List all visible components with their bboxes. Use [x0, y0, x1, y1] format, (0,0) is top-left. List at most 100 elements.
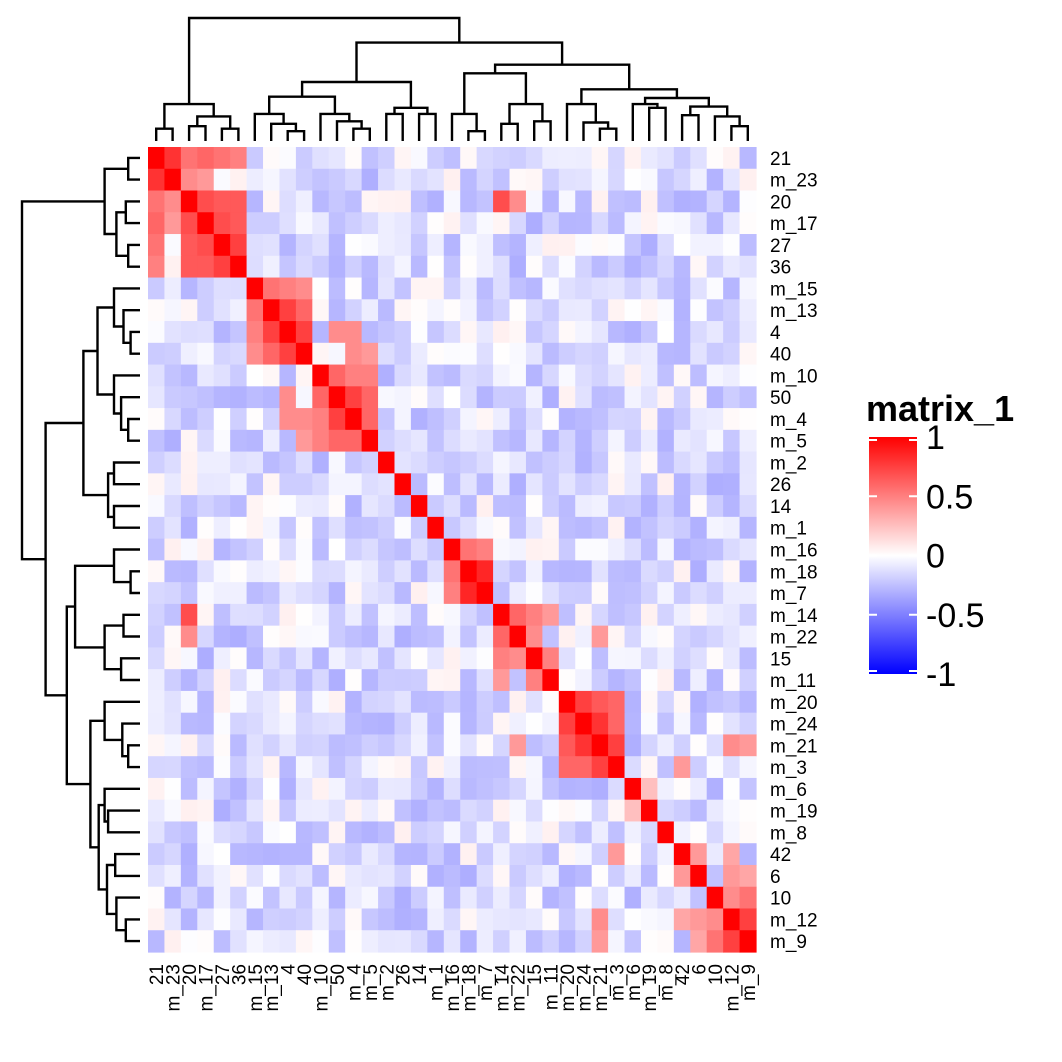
row-label: m_12	[770, 910, 818, 931]
heatmap-cell	[295, 560, 313, 583]
heatmap-cell	[230, 364, 248, 387]
heatmap-cell	[525, 408, 543, 431]
heatmap-cell	[180, 538, 198, 561]
heatmap-cell	[361, 712, 379, 736]
row-dendrogram-branch	[114, 852, 140, 878]
heatmap-cell	[148, 799, 166, 823]
heatmap-cell	[706, 342, 724, 366]
heatmap-cell	[558, 190, 576, 213]
heatmap-cell	[624, 843, 642, 866]
heatmap-cell	[263, 386, 281, 409]
heatmap-cell	[525, 495, 543, 518]
heatmap-cell	[164, 212, 182, 235]
heatmap-cell	[476, 712, 494, 736]
heatmap-cell	[443, 429, 461, 453]
heatmap-cell	[394, 712, 412, 736]
heatmap-cell	[657, 690, 675, 714]
heatmap-cell	[246, 821, 264, 844]
heatmap-cell	[427, 538, 445, 561]
heatmap-cell	[378, 603, 396, 627]
heatmap-cell	[509, 777, 527, 801]
heatmap-cell	[378, 168, 396, 192]
heatmap-cell	[345, 516, 363, 540]
heatmap-cell	[476, 299, 494, 322]
row-label: m_10	[770, 366, 818, 387]
heatmap-cell	[591, 647, 609, 670]
heatmap-cell	[673, 690, 691, 714]
heatmap-cell	[230, 212, 248, 235]
heatmap-cell	[509, 234, 527, 257]
row-label: m_11	[770, 671, 816, 692]
heatmap-cell	[410, 342, 428, 366]
heatmap-cell	[361, 255, 379, 279]
heatmap-cell	[197, 756, 215, 779]
heatmap-cell	[295, 255, 313, 279]
heatmap-cell	[624, 408, 642, 431]
heatmap-cell	[312, 342, 330, 366]
heatmap-cell	[164, 690, 182, 714]
heatmap-cell	[723, 603, 741, 627]
legend-tick-label: 0.5	[926, 478, 973, 516]
heatmap-cell	[230, 690, 248, 714]
heatmap-cell	[378, 799, 396, 823]
heatmap-cell	[295, 234, 313, 257]
heatmap-cell	[739, 734, 757, 757]
heatmap-cell	[476, 799, 494, 823]
heatmap-cell	[673, 429, 691, 453]
heatmap-cell	[180, 625, 198, 649]
heatmap-cell	[493, 234, 511, 257]
row-label: 6	[770, 867, 781, 888]
heatmap-cell	[197, 364, 215, 387]
heatmap-cell	[410, 843, 428, 866]
heatmap-cell	[608, 625, 626, 649]
heatmap-cell	[509, 756, 527, 779]
heatmap-cell	[279, 625, 297, 649]
column-dendrogram-branch	[335, 120, 363, 141]
heatmap-cell	[558, 821, 576, 844]
heatmap-cell	[213, 886, 231, 910]
heatmap-cell	[328, 843, 346, 866]
heatmap-cell	[328, 321, 346, 344]
heatmap-cell	[608, 212, 626, 235]
heatmap-cell	[328, 799, 346, 823]
column-label: m_2	[377, 964, 398, 1001]
heatmap-cell	[591, 886, 609, 910]
heatmap-cell	[476, 255, 494, 279]
heatmap-cell	[279, 495, 297, 518]
heatmap-cell	[558, 147, 576, 170]
heatmap-cell	[279, 560, 297, 583]
heatmap-cell	[361, 886, 379, 910]
heatmap-cell	[657, 321, 675, 344]
heatmap-cell	[378, 538, 396, 561]
column-dendrogram-branch	[648, 106, 667, 141]
heatmap-cell	[230, 299, 248, 322]
heatmap-cell	[542, 582, 560, 605]
heatmap-cell	[410, 821, 428, 844]
heatmap-cell	[164, 560, 182, 583]
column-label: m_5	[361, 964, 382, 1001]
heatmap-cell	[279, 212, 297, 235]
heatmap-cell	[213, 451, 231, 474]
heatmap-cell	[394, 799, 412, 823]
heatmap-cell	[230, 712, 248, 736]
heatmap-cell	[164, 538, 182, 561]
heatmap-cell	[624, 147, 642, 170]
heatmap-cell	[246, 451, 264, 474]
heatmap-cell	[345, 799, 363, 823]
heatmap-cell	[706, 168, 724, 192]
legend-tick-label: 1	[926, 419, 945, 457]
heatmap-cell	[460, 843, 478, 866]
heatmap-cell	[230, 864, 248, 888]
heatmap-cell	[673, 864, 691, 888]
heatmap-cell	[739, 712, 757, 736]
heatmap-cell	[608, 690, 626, 714]
row-dendrogram-branch	[103, 167, 129, 236]
heatmap-cell	[690, 886, 708, 910]
heatmap-cell	[525, 473, 543, 496]
heatmap-cell	[624, 538, 642, 561]
heatmap-cell	[657, 669, 675, 692]
heatmap-cell	[328, 147, 346, 170]
heatmap-cell	[345, 386, 363, 409]
heatmap-cell	[476, 212, 494, 235]
heatmap-cell	[230, 647, 248, 670]
